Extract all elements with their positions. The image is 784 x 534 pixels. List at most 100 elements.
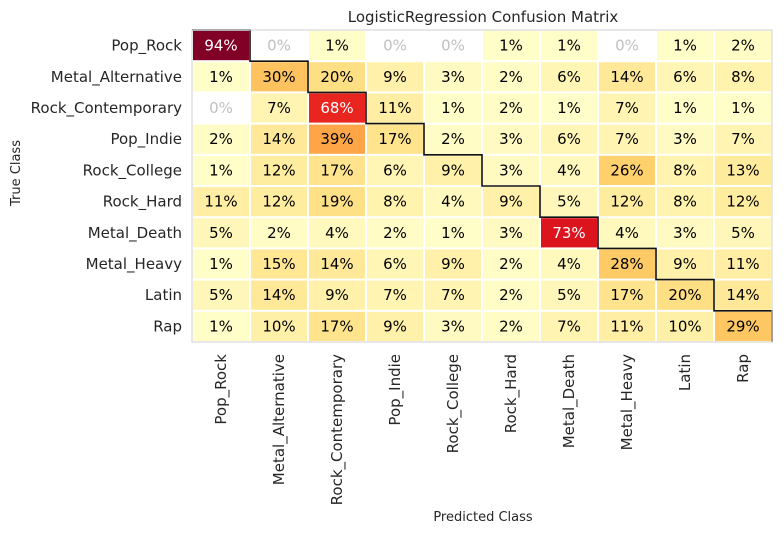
heatmap-cell — [657, 187, 713, 217]
heatmap-cell — [367, 31, 423, 61]
y-tick-label: Rap — [153, 317, 182, 335]
heatmap-cell — [599, 280, 655, 310]
cell-value-label: 30% — [262, 68, 295, 86]
cell-value-label: 4% — [557, 255, 581, 273]
heatmap-cell — [483, 249, 539, 279]
cell-value-label: 11% — [378, 99, 411, 117]
heatmap-cell — [193, 249, 249, 279]
cell-value-label: 17% — [320, 317, 353, 335]
cell-value-label: 8% — [673, 193, 697, 211]
heatmap-cell — [193, 155, 249, 185]
cell-value-label: 17% — [378, 130, 411, 148]
cell-value-label: 0% — [383, 37, 407, 55]
heatmap-cell — [193, 62, 249, 92]
cell-value-label: 1% — [209, 161, 233, 179]
heatmap-cell — [251, 124, 307, 154]
heatmap-cell — [541, 62, 597, 92]
cell-value-label: 4% — [325, 224, 349, 242]
x-tick-label: Metal_Death — [560, 354, 579, 448]
x-tick-labels: Pop_Rock Metal_Alternative Rock_Contempora… — [212, 354, 752, 506]
heatmap-cell — [599, 187, 655, 217]
cell-value-label: 5% — [209, 224, 233, 242]
heatmap-cell — [657, 31, 713, 61]
cell-value-label: 9% — [673, 255, 697, 273]
cell-value-label: 4% — [615, 224, 639, 242]
cell-value-label: 5% — [731, 224, 755, 242]
cell-value-label: 19% — [320, 193, 353, 211]
heatmap-cell — [483, 124, 539, 154]
heatmap-cell — [657, 218, 713, 248]
heatmap-cell — [367, 155, 423, 185]
heatmap-cell — [715, 280, 771, 310]
heatmap-cell — [541, 31, 597, 61]
cell-value-label: 4% — [441, 193, 465, 211]
heatmap-cell — [367, 218, 423, 248]
cell-value-label: 7% — [615, 130, 639, 148]
cell-value-label: 1% — [441, 99, 465, 117]
cell-value-label: 0% — [615, 37, 639, 55]
y-tick-label: Metal_Death — [88, 224, 182, 243]
heatmap-cell — [309, 31, 365, 61]
cell-value-label: 12% — [610, 193, 643, 211]
cell-value-label: 14% — [262, 130, 295, 148]
cell-value-label: 17% — [610, 286, 643, 304]
cell-value-label: 3% — [673, 224, 697, 242]
cell-value-label: 6% — [383, 255, 407, 273]
cell-value-label: 39% — [320, 130, 353, 148]
heatmap-cell — [657, 311, 713, 341]
x-tick-label: Rock_Hard — [502, 354, 521, 433]
heatmap-cell — [715, 311, 771, 341]
heatmap-cell — [309, 93, 365, 123]
cell-value-label: 7% — [267, 99, 291, 117]
heatmap-cell — [309, 187, 365, 217]
cell-value-label: 13% — [726, 161, 759, 179]
cell-value-label: 20% — [320, 68, 353, 86]
cell-value-label: 14% — [610, 68, 643, 86]
cell-value-label: 9% — [499, 193, 523, 211]
cell-value-label: 8% — [731, 68, 755, 86]
heatmap-cell — [251, 249, 307, 279]
heatmap-cell — [309, 249, 365, 279]
cell-value-label: 26% — [610, 161, 643, 179]
cell-value-label: 7% — [615, 99, 639, 117]
heatmap-cell — [599, 31, 655, 61]
heatmap-cell — [483, 218, 539, 248]
cell-value-label: 12% — [262, 193, 295, 211]
heatmap-cell — [541, 249, 597, 279]
heatmap-cell — [251, 311, 307, 341]
cell-value-label: 1% — [209, 68, 233, 86]
cell-value-label: 2% — [383, 224, 407, 242]
cell-value-label: 1% — [557, 99, 581, 117]
heatmap-cell — [309, 124, 365, 154]
cell-value-label: 68% — [320, 99, 353, 117]
cell-value-label: 0% — [441, 37, 465, 55]
heatmap-cell — [599, 155, 655, 185]
cell-value-label: 3% — [499, 161, 523, 179]
cell-value-label: 12% — [262, 161, 295, 179]
heatmap-cell — [657, 124, 713, 154]
cell-value-label: 9% — [441, 161, 465, 179]
cell-value-label: 3% — [499, 224, 523, 242]
cell-value-label: 1% — [325, 37, 349, 55]
heatmap-cell — [193, 280, 249, 310]
heatmap-cell — [657, 62, 713, 92]
cell-value-label: 14% — [320, 255, 353, 273]
cell-value-label: 0% — [267, 37, 291, 55]
heatmap-cell — [193, 218, 249, 248]
cell-value-label: 0% — [209, 99, 233, 117]
heatmap-cell — [425, 31, 481, 61]
heatmap-cell — [193, 31, 249, 61]
y-tick-label: Rock_College — [83, 161, 182, 180]
cell-value-label: 9% — [383, 317, 407, 335]
cell-value-label: 2% — [499, 68, 523, 86]
x-tick-label: Rock_College — [444, 354, 463, 453]
heatmap-cell — [541, 93, 597, 123]
heatmap-cell — [657, 93, 713, 123]
heatmap-cell — [425, 311, 481, 341]
cell-value-label: 1% — [209, 317, 233, 335]
y-tick-label: Metal_Heavy — [86, 255, 182, 274]
cell-value-label: 2% — [499, 317, 523, 335]
heatmap-cell — [599, 124, 655, 154]
plot-frame — [191, 29, 773, 343]
